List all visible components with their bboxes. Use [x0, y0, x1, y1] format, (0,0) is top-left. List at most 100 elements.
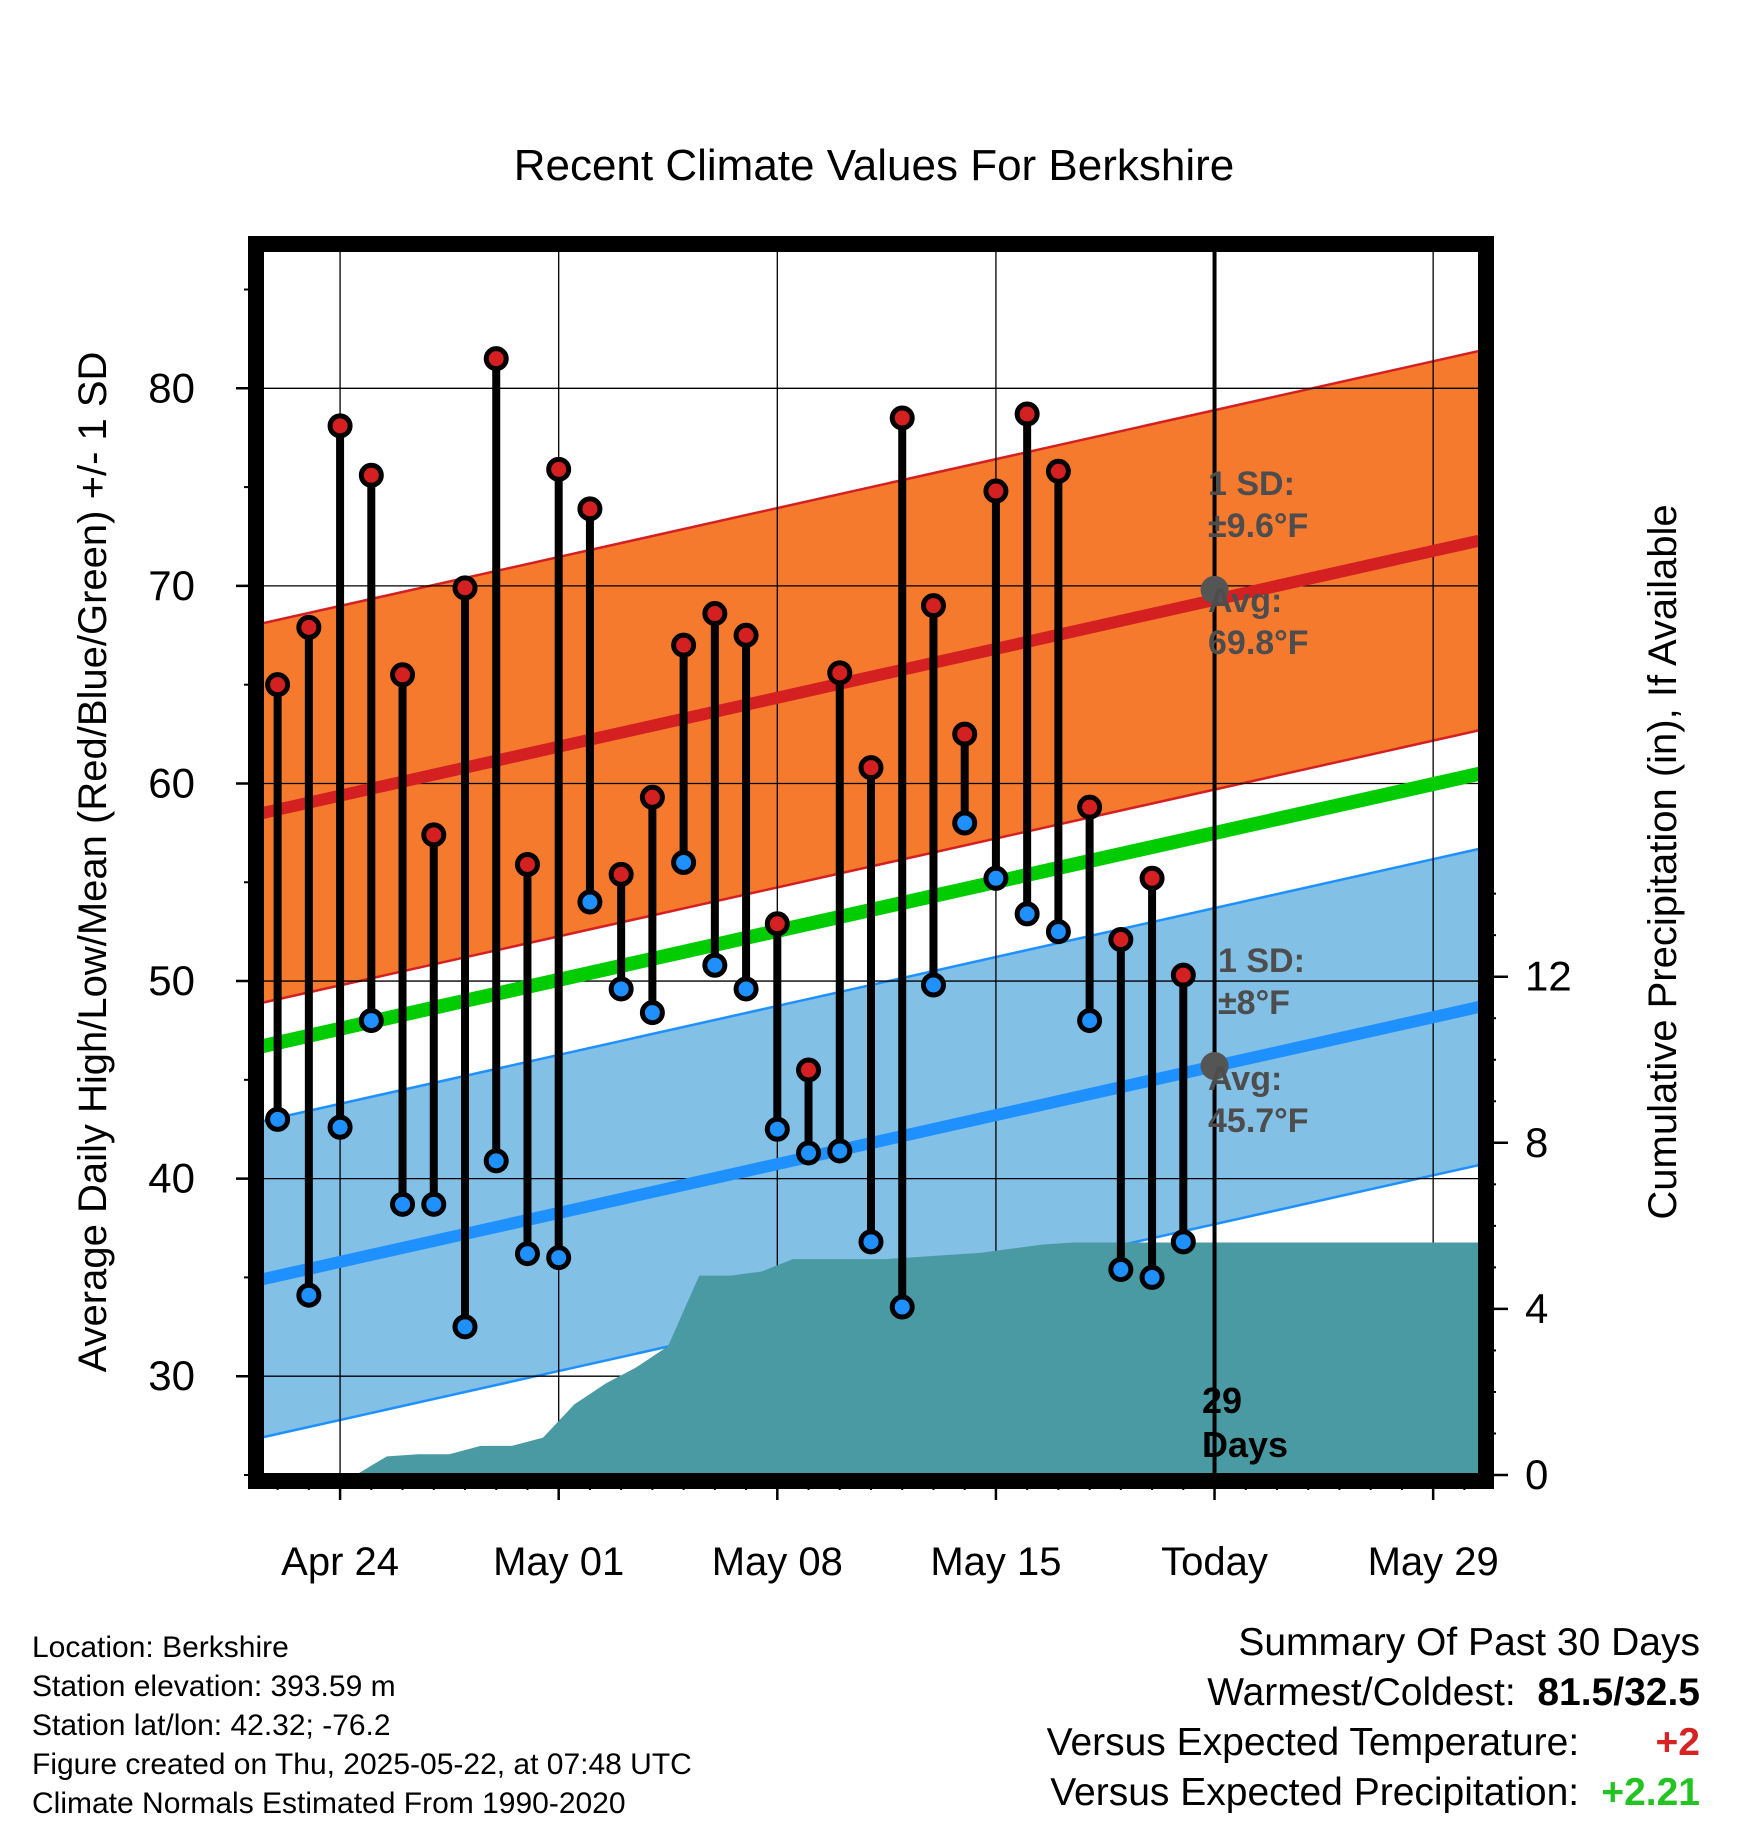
daily-low-point	[483, 1148, 509, 1174]
daily-low-point	[514, 1241, 540, 1267]
daily-high-point	[421, 822, 447, 848]
daily-high-point	[1045, 458, 1071, 484]
high-sd-label: 1 SD: ±9.6°F	[1208, 465, 1308, 545]
daily-high-point	[796, 1057, 822, 1083]
temp-row: Versus Expected Temperature: +2	[1047, 1718, 1700, 1768]
y2-tick-label: 0	[1525, 1451, 1548, 1498]
y-tick-label: 30	[148, 1352, 195, 1399]
y2-axis-label: Cumulative Precipitation (in), If Availa…	[1641, 504, 1685, 1219]
daily-high-point	[827, 660, 853, 686]
station-info: Location: Berkshire Station elevation: 3…	[32, 1628, 692, 1823]
daily-low-point	[639, 1000, 665, 1026]
low-avg-label: Avg: 45.7°F	[1208, 1060, 1309, 1140]
y-tick-label: 40	[148, 1155, 195, 1202]
daily-low-point	[920, 972, 946, 998]
y2-tick-label: 4	[1525, 1285, 1548, 1332]
daily-low-point	[1077, 1008, 1103, 1034]
daily-high-point	[514, 851, 540, 877]
x-tick-label: Apr 24	[281, 1540, 399, 1584]
precip-label: Versus Expected Precipitation:	[1050, 1771, 1580, 1814]
daily-low-point	[796, 1140, 822, 1166]
daily-low-point	[764, 1116, 790, 1142]
x-axis-label: Day	[838, 1593, 909, 1600]
daily-low-point	[889, 1294, 915, 1320]
daily-high-point	[608, 861, 634, 887]
daily-high-point	[764, 911, 790, 937]
y2-tick-label: 8	[1525, 1119, 1548, 1166]
daily-low-point	[327, 1114, 353, 1140]
daily-high-point	[1108, 927, 1134, 953]
daily-low-point	[452, 1314, 478, 1340]
x-tick-label: May 15	[930, 1540, 1061, 1584]
daily-high-point	[483, 346, 509, 372]
today-days-label: 29 Days	[1202, 1380, 1288, 1465]
daily-low-point	[671, 850, 697, 875]
location-text: Location: Berkshire	[32, 1631, 289, 1664]
daily-low-point	[608, 976, 634, 1002]
daily-high-point	[327, 413, 353, 439]
daily-low-point	[733, 976, 759, 1002]
daily-high-point	[265, 672, 291, 698]
high-avg-point	[1200, 575, 1229, 604]
low-avg-point	[1200, 1052, 1229, 1081]
daily-high-point	[390, 662, 416, 688]
warm-cold-value: 81.5/32.5	[1537, 1671, 1700, 1714]
daily-high-point	[1139, 865, 1165, 891]
daily-high-point	[296, 614, 322, 640]
x-tick-label: May 08	[712, 1540, 843, 1584]
daily-low-point	[577, 889, 603, 915]
daily-low-point	[421, 1191, 447, 1217]
chart-title: Recent Climate Values For Berkshire	[514, 141, 1235, 190]
precip-area	[324, 1242, 1480, 1475]
y-tick-label: 50	[148, 957, 195, 1004]
y-tick-label: 60	[148, 759, 195, 806]
daily-high-point	[1014, 401, 1040, 427]
summary-panel: Summary Of Past 30 Days Warmest/Coldest:…	[1047, 1618, 1700, 1818]
y-tick-label: 70	[148, 562, 195, 609]
x-tick-label: May 01	[493, 1540, 624, 1584]
daily-low-point	[1014, 901, 1040, 927]
daily-high-point	[983, 478, 1009, 504]
created-text: Figure created on Thu, 2025-05-22, at 07…	[32, 1748, 692, 1781]
daily-low-point	[1170, 1229, 1196, 1255]
daily-high-point	[546, 456, 572, 482]
latlon-text: Station lat/lon: 42.32; -76.2	[32, 1709, 391, 1742]
elevation-text: Station elevation: 393.59 m	[32, 1670, 396, 1703]
daily-high-point	[1077, 794, 1103, 820]
daily-high-point	[733, 622, 759, 648]
daily-low-point	[858, 1229, 884, 1255]
daily-low-point	[983, 865, 1009, 891]
warm-cold-label: Warmest/Coldest:	[1207, 1671, 1516, 1714]
y-axis-label: Average Daily High/Low/Mean (Red/Blue/Gr…	[71, 352, 115, 1373]
normals-text: Climate Normals Estimated From 1990-2020	[32, 1787, 626, 1820]
daily-low-point	[1108, 1257, 1134, 1283]
daily-low-point	[1139, 1264, 1165, 1290]
daily-high-point	[452, 575, 478, 601]
daily-high-point	[639, 784, 665, 810]
daily-low-point	[546, 1245, 572, 1271]
daily-low-point	[702, 952, 728, 978]
high-avg-label: Avg: 69.8°F	[1208, 582, 1309, 662]
daily-high-point	[577, 496, 603, 522]
daily-low-point	[358, 1008, 384, 1034]
low-sd-label: 1 SD: ±8°F	[1218, 942, 1305, 1022]
daily-high-point	[1170, 962, 1196, 988]
daily-low-point	[952, 810, 978, 836]
climate-chart: Recent Climate Values For Berkshire 1 SD…	[71, 141, 1685, 1600]
y-tick-label: 80	[148, 364, 195, 411]
y2-tick-label: 12	[1525, 953, 1572, 1000]
daily-low-point	[390, 1191, 416, 1217]
temp-value: +2	[1655, 1721, 1700, 1764]
warm-cold-row: Warmest/Coldest: 81.5/32.5	[1047, 1668, 1700, 1718]
x-tick-label: May 29	[1368, 1540, 1499, 1584]
daily-high-point	[920, 593, 946, 619]
daily-high-point	[952, 721, 978, 747]
temp-label: Versus Expected Temperature:	[1046, 1721, 1580, 1764]
daily-low-point	[265, 1106, 291, 1132]
daily-high-point	[858, 755, 884, 781]
daily-high-point	[671, 632, 697, 658]
summary-title: Summary Of Past 30 Days	[1238, 1621, 1700, 1664]
daily-low-point	[827, 1138, 853, 1164]
daily-high-point	[889, 405, 915, 431]
daily-low-point	[1045, 919, 1071, 945]
